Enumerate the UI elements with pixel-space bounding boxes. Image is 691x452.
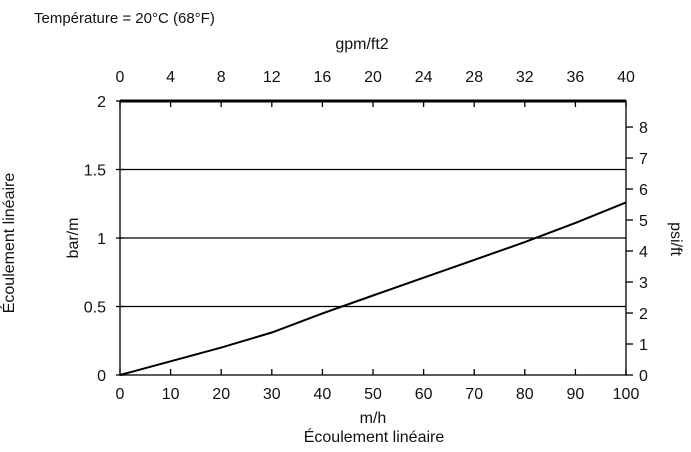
right-tick-label: 5: [639, 213, 648, 230]
right-tick-label: 6: [639, 182, 648, 199]
right-tick-label: 1: [639, 337, 648, 354]
left-axis-label: bar/m: [65, 218, 82, 259]
left-outer-axis-label: Écoulement linéaire: [0, 173, 18, 314]
right-tick-label: 7: [639, 151, 648, 168]
left-tick-label: 0.5: [84, 300, 106, 317]
right-tick-label: 8: [639, 120, 648, 137]
top-tick-label: 40: [617, 69, 635, 86]
right-axis-ticks: 0 1 2 3 4 5 6 7 8: [626, 120, 648, 385]
bottom-axis-label: m/h: [360, 410, 387, 427]
top-tick-label: 24: [415, 69, 433, 86]
chart-title: Température = 20°C (68°F): [34, 10, 215, 27]
bottom-tick-label: 90: [567, 386, 585, 403]
right-tick-label: 0: [639, 368, 648, 385]
bottom-tick-label: 30: [263, 386, 281, 403]
left-tick-label: 0: [97, 368, 106, 385]
left-axis-ticks: 0 0.5 1 1.5 2: [84, 94, 124, 385]
top-tick-label: 28: [465, 69, 483, 86]
bottom-tick-label: 20: [212, 386, 230, 403]
top-axis-label: gpm/ft2: [335, 36, 388, 53]
top-tick-label: 36: [567, 69, 585, 86]
top-tick-label: 32: [516, 69, 534, 86]
top-axis-ticks: 0 4 8 12 16 20 24 28 32 36 40: [116, 69, 635, 107]
top-tick-label: 4: [166, 69, 175, 86]
series-line: [119, 201, 627, 376]
top-tick-label: 12: [263, 69, 281, 86]
bottom-tick-label: 10: [162, 386, 180, 403]
left-tick-label: 1.5: [84, 163, 106, 180]
right-tick-label: 2: [639, 306, 648, 323]
top-tick-label: 8: [217, 69, 226, 86]
right-tick-label: 3: [639, 275, 648, 292]
bottom-axis-secondary-label: Écoulement linéaire: [304, 427, 445, 446]
right-tick-label: 4: [639, 244, 648, 261]
top-tick-label: 20: [364, 69, 382, 86]
bottom-tick-label: 80: [516, 386, 534, 403]
bottom-tick-label: 100: [613, 386, 640, 403]
left-tick-label: 1: [97, 231, 106, 248]
bottom-tick-label: 70: [465, 386, 483, 403]
grid-lines: [120, 168, 626, 308]
bottom-tick-label: 60: [415, 386, 433, 403]
right-axis-label: psi/ft: [667, 222, 684, 256]
bottom-tick-label: 40: [314, 386, 332, 403]
bottom-tick-label: 0: [116, 386, 125, 403]
left-tick-label: 2: [97, 94, 106, 111]
bottom-tick-label: 50: [364, 386, 382, 403]
top-tick-label: 0: [116, 69, 125, 86]
top-tick-label: 16: [314, 69, 332, 86]
bottom-axis-ticks: 0 10 20 30 40 50 60 70 80 90 100: [116, 369, 640, 403]
